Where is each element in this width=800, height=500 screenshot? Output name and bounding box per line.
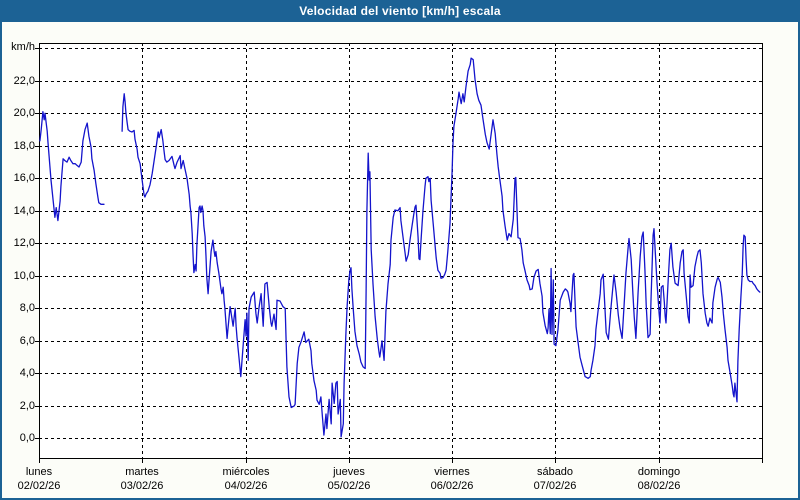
x-day-label: viernes [434, 466, 470, 478]
wind-speed-line [39, 111, 105, 222]
x-date-label: 07/02/26 [533, 480, 577, 492]
x-day-label: jueves [333, 466, 365, 478]
y-tick-label: 18,0 [13, 140, 35, 152]
x-date-label: 03/02/26 [120, 480, 164, 492]
title-bar: Velocidad del viento [km/h] escala [0, 0, 800, 22]
y-tick-label: 6,0 [19, 335, 35, 347]
x-date-label: 08/02/26 [637, 480, 681, 492]
x-day-label: domingo [637, 466, 681, 478]
plot-frame [39, 43, 763, 459]
y-tick-label: 22,0 [13, 75, 35, 87]
y-axis-unit-label: km/h [11, 41, 35, 53]
y-tick-label: 10,0 [13, 270, 35, 282]
x-day-label: martes [125, 466, 159, 478]
window-title: Velocidad del viento [km/h] escala [299, 4, 501, 18]
y-tick-label: 0,0 [19, 432, 35, 444]
wind-speed-line [121, 57, 761, 438]
y-tick-label: 20,0 [13, 107, 35, 119]
x-day-label: miércoles [222, 466, 270, 478]
y-tick-label: 14,0 [13, 205, 35, 217]
x-day-label: sábado [536, 466, 574, 478]
x-date-label: 06/02/26 [430, 480, 474, 492]
y-tick-label: 8,0 [19, 302, 35, 314]
x-date-label: 04/02/26 [224, 480, 268, 492]
y-tick-label: 12,0 [13, 237, 35, 249]
y-tick-label: 2,0 [19, 400, 35, 412]
x-day-label: lunes [25, 466, 53, 478]
y-tick-label: 4,0 [19, 367, 35, 379]
x-date-label: 05/02/26 [327, 480, 371, 492]
x-date-label: 02/02/26 [17, 480, 61, 492]
y-tick-label: 16,0 [13, 172, 35, 184]
